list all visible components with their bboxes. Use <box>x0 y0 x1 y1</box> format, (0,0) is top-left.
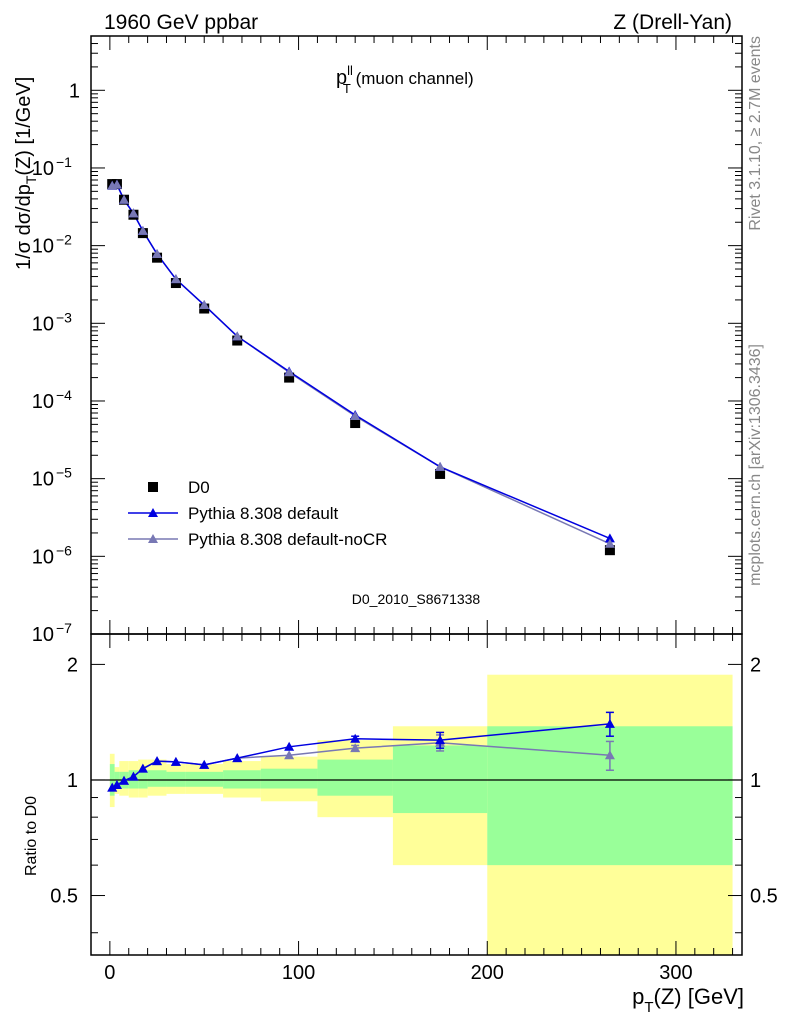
ratio-point <box>350 743 361 753</box>
band-green <box>260 768 318 789</box>
y-tick-label: 10 <box>32 391 54 413</box>
data-point-mc <box>350 411 361 421</box>
series-line <box>112 183 611 540</box>
y-tick-exponent: −4 <box>56 387 72 403</box>
data-point-mc <box>604 538 615 548</box>
ratio-point <box>284 750 295 760</box>
band-green <box>392 745 488 814</box>
y-tick-exponent: −1 <box>56 154 72 170</box>
x-tick-label: 0 <box>104 962 115 984</box>
y-tick-label: 10 <box>32 469 54 491</box>
data-point-d0 <box>232 335 243 346</box>
data-point-mc <box>232 331 243 341</box>
y-tick-label: 1 <box>69 80 80 102</box>
y-tick-label: 10 <box>32 313 54 335</box>
ratio-point <box>604 718 615 728</box>
ratio-y-tick-label: 2 <box>67 654 78 676</box>
ratio-point <box>435 735 446 745</box>
data-point-mc <box>170 274 181 284</box>
ratio-point <box>170 756 181 766</box>
y-tick-exponent: −5 <box>56 465 72 481</box>
plot-title-main: p <box>336 67 347 89</box>
data-point-mc <box>152 249 163 259</box>
ratio-point <box>284 741 295 751</box>
ratio-point <box>232 753 243 763</box>
main-axes: 110−110−210−310−410−510−610−7 <box>32 35 743 646</box>
data-point-mc <box>284 367 295 377</box>
y-tick-exponent: −7 <box>56 620 72 636</box>
y-tick-exponent: −6 <box>56 542 72 558</box>
data-point-mc <box>435 461 446 471</box>
ratio-y-tick-label-right: 1 <box>750 770 761 792</box>
main-y-axis-label: 1/σ dσ/dpT(Z) [1/GeV] <box>13 77 39 270</box>
ratio-point <box>199 759 210 769</box>
band-green <box>166 771 186 787</box>
y-tick-label: 10 <box>32 158 54 180</box>
main-data-marks <box>107 179 615 556</box>
y-tick-label: 10 <box>32 236 54 258</box>
x-axis-label: pT(Z) [GeV] <box>632 984 744 1016</box>
band-green <box>317 759 393 796</box>
plot-title-sub: T <box>343 81 351 96</box>
ratio-point <box>111 780 122 790</box>
plot-title: pll T (muon channel) <box>336 63 474 96</box>
legend-label: Pythia 8.308 default-noCR <box>188 530 387 549</box>
ratio-frame <box>90 633 743 956</box>
x-tick-label: 300 <box>659 962 692 984</box>
legend-label: D0 <box>188 478 210 497</box>
legend: D0 Pythia 8.308 default Pythia 8.308 defau… <box>128 478 387 549</box>
rivet-label: Rivet 3.1.10, ≥ 2.7M events <box>747 36 764 231</box>
plot-title-rest: (muon channel) <box>351 69 474 88</box>
ratio-uncertainty-bands <box>109 674 733 955</box>
ratio-point <box>137 763 148 773</box>
legend-label: Pythia 8.308 default <box>188 504 339 523</box>
band-green <box>147 770 167 787</box>
data-point-mc <box>128 208 139 218</box>
data-point-mc <box>199 300 210 310</box>
ratio-point <box>152 756 163 766</box>
ratio-y-tick-label: 0.5 <box>50 886 78 908</box>
y-tick-exponent: −2 <box>56 232 72 248</box>
process-label: Z (Drell-Yan) <box>613 11 732 34</box>
ratio-point <box>128 771 139 781</box>
energy-label: 1960 GeV ppbar <box>104 11 258 34</box>
y-tick-exponent: −3 <box>56 309 72 325</box>
data-point-mc <box>119 194 130 204</box>
series-line <box>112 183 611 545</box>
ratio-y-axis-label: Ratio to D0 <box>23 796 40 876</box>
analysis-label: D0_2010_S8671338 <box>352 591 481 607</box>
data-point-d0 <box>284 372 295 383</box>
y-tick-label: 10 <box>32 624 54 646</box>
legend-marker-d0 <box>148 482 158 492</box>
data-point-mc <box>111 179 122 189</box>
ratio-point <box>604 750 615 760</box>
legend-marker-mc <box>148 534 158 543</box>
ratio-axes: 0.5 0.5 1 1 2 2 0 100 200 300 <box>50 633 778 984</box>
plot-title-sup: ll <box>347 63 353 78</box>
x-tick-label: 200 <box>471 962 504 984</box>
band-green <box>185 771 224 787</box>
ratio-y-tick-label: 1 <box>67 770 78 792</box>
ratio-y-tick-label-right: 2 <box>750 654 761 676</box>
data-point-d0 <box>604 545 615 556</box>
ratio-y-tick-label-right: 0.5 <box>750 886 778 908</box>
data-point-mc <box>137 225 148 235</box>
data-point-d0 <box>435 468 446 479</box>
ratio-point <box>119 775 130 785</box>
data-point-mc <box>604 533 615 543</box>
ratio-data-marks <box>107 711 615 792</box>
x-tick-label: 100 <box>282 962 315 984</box>
data-point-d0 <box>350 418 361 429</box>
legend-marker-mc <box>148 508 158 517</box>
mcplots-label: mcplots.cern.ch [arXiv:1306.3436] <box>747 344 764 586</box>
ratio-point <box>107 782 118 792</box>
y-tick-label: 10 <box>32 546 54 568</box>
ratio-point <box>350 733 361 743</box>
